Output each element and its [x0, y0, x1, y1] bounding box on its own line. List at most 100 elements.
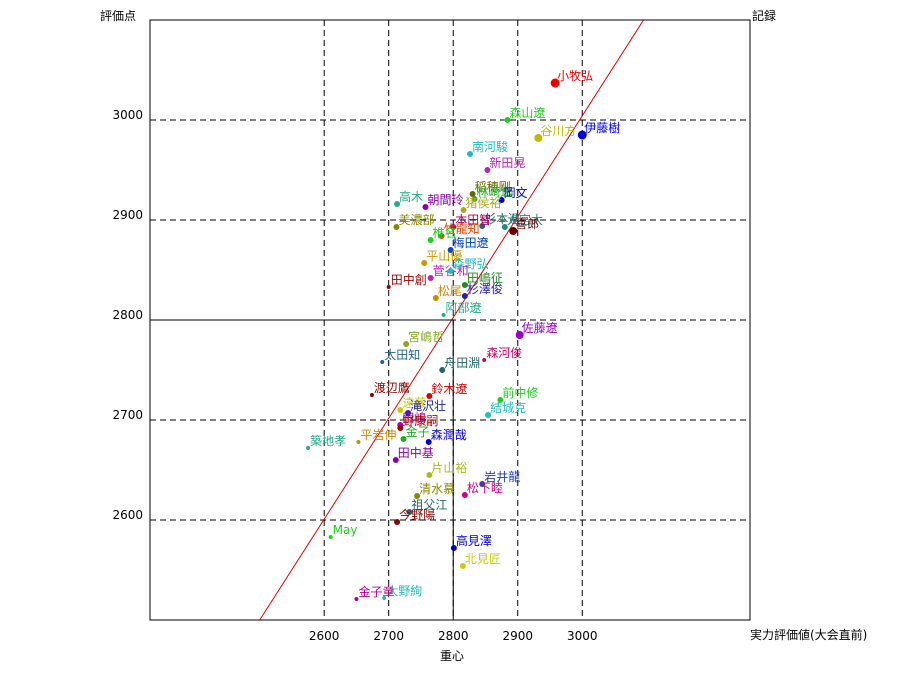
point-marker [469, 191, 476, 197]
y-tick-label: 2600 [112, 508, 143, 522]
point-marker [438, 233, 445, 239]
point-label: 結城克 [490, 401, 526, 415]
point-label: 森野弘 [453, 256, 489, 271]
data-point: 野康嗣 [397, 413, 438, 431]
point-label: 猪侯裕 [466, 195, 502, 210]
data-point: 森山遼 [504, 105, 545, 123]
point-marker [450, 224, 457, 230]
data-point: 梅田遼 [447, 235, 489, 253]
point-label: 田中創 [391, 272, 427, 287]
data-point: 高木 [394, 189, 423, 207]
data-point: 田中創 [386, 272, 427, 289]
point-marker [380, 360, 385, 364]
data-point: 金子章 [354, 584, 394, 601]
point-label: 太田知 [384, 347, 420, 362]
point-label: 岡文 [504, 185, 528, 200]
point-label: 高木 [399, 189, 423, 204]
point-marker [459, 563, 466, 569]
point-label: 平山優 [426, 249, 462, 263]
point-marker [461, 293, 468, 299]
data-point: 北見匠 [459, 552, 501, 569]
point-label: 美濃部 [398, 212, 434, 227]
point-label: 鈴木遼 [431, 381, 467, 396]
point-marker [577, 130, 587, 140]
data-point: 小牧弘 [550, 69, 593, 88]
point-marker [447, 268, 454, 274]
data-point: 森河俊 [482, 345, 522, 362]
point-label: 新田晃 [489, 155, 525, 170]
x-tick-labels: 2600 2700 2800 2900 3000 [309, 629, 598, 643]
data-point: 平山優 [421, 249, 462, 266]
point-label: 宮嶋哲 [408, 329, 444, 344]
point-marker [509, 227, 518, 235]
data-point: 前中修 [497, 385, 538, 403]
point-label: 南河駿 [472, 139, 508, 154]
point-label: 遠藤 [402, 396, 426, 410]
data-point: 阿部遼 [441, 300, 482, 317]
data-point: 田嶋征 [461, 271, 503, 288]
data-point: 喜郎 [509, 217, 539, 235]
point-label: 田中基 [398, 445, 434, 460]
data-point: 伊藤樹 [577, 121, 620, 140]
data-point: 森野弘 [447, 256, 489, 274]
data-point: May [328, 523, 357, 539]
y-tick-label: 2800 [112, 308, 143, 322]
point-marker [439, 367, 446, 373]
point-label: 森河俊 [486, 345, 522, 360]
point-marker [550, 78, 560, 88]
data-point: 杉本進 [479, 212, 520, 229]
point-label: 前中修 [502, 385, 538, 400]
point-label: 築地孝 [310, 433, 346, 448]
point-marker [427, 237, 434, 243]
point-label: 佐藤遼 [522, 321, 558, 335]
point-marker [467, 151, 473, 157]
data-point: 今野陽 [394, 507, 435, 525]
x-tick-label: 3000 [567, 629, 598, 643]
center-label: 重心 [440, 649, 464, 663]
point-label: 平岩伸 [360, 427, 396, 442]
point-label: 椎名 [433, 225, 457, 240]
point-label: 伊藤樹 [584, 121, 620, 135]
point-label: 松下睦 [467, 481, 503, 495]
point-marker [421, 260, 428, 266]
data-point: 谷川方 [534, 123, 576, 142]
point-label: 片山裕 [431, 460, 467, 475]
point-marker [369, 393, 374, 397]
point-label: 今野陽 [399, 507, 435, 522]
grid-lines [150, 20, 750, 620]
point-label: 渡辺鷹 [374, 380, 410, 395]
point-label: 高見澤 [456, 533, 492, 548]
data-point: 竹龍知 [438, 221, 480, 239]
point-marker [386, 285, 391, 289]
point-label: 大野絢 [386, 583, 422, 598]
point-label: 田嶋征 [467, 271, 503, 285]
point-marker [482, 358, 487, 362]
point-label: 金子 [406, 424, 430, 439]
point-label: 田嶋 [402, 411, 426, 425]
data-point: 平岩伸 [356, 427, 396, 444]
x-tick-label: 2700 [373, 629, 404, 643]
y-axis-title-right: 記録 [752, 8, 776, 23]
data-point: 佐藤遼 [515, 321, 558, 339]
point-marker [414, 493, 421, 499]
point-marker [504, 117, 511, 123]
data-point: 美濃部 [393, 212, 434, 230]
data-point: 稲穂剛 [469, 180, 511, 197]
point-label: 滝沢壮 [410, 399, 446, 413]
data-point: 宮嶋哲 [403, 329, 444, 347]
point-label: 梅田遼 [453, 235, 489, 250]
data-point: 岩井龍 [479, 469, 520, 487]
y-tick-labels: 2600 2700 2800 2900 3000 [112, 108, 143, 522]
point-marker [425, 439, 432, 445]
data-point: 大宮太 [501, 212, 543, 230]
point-label: 森山遼 [509, 105, 545, 120]
data-point: 片山裕 [426, 460, 467, 478]
data-point: 金子 [400, 424, 430, 442]
y-tick-label: 3000 [112, 108, 143, 122]
point-marker [501, 224, 508, 230]
point-label: 大宮太 [507, 212, 543, 227]
point-marker [356, 440, 361, 444]
data-point: 森潤哉 [425, 427, 467, 445]
